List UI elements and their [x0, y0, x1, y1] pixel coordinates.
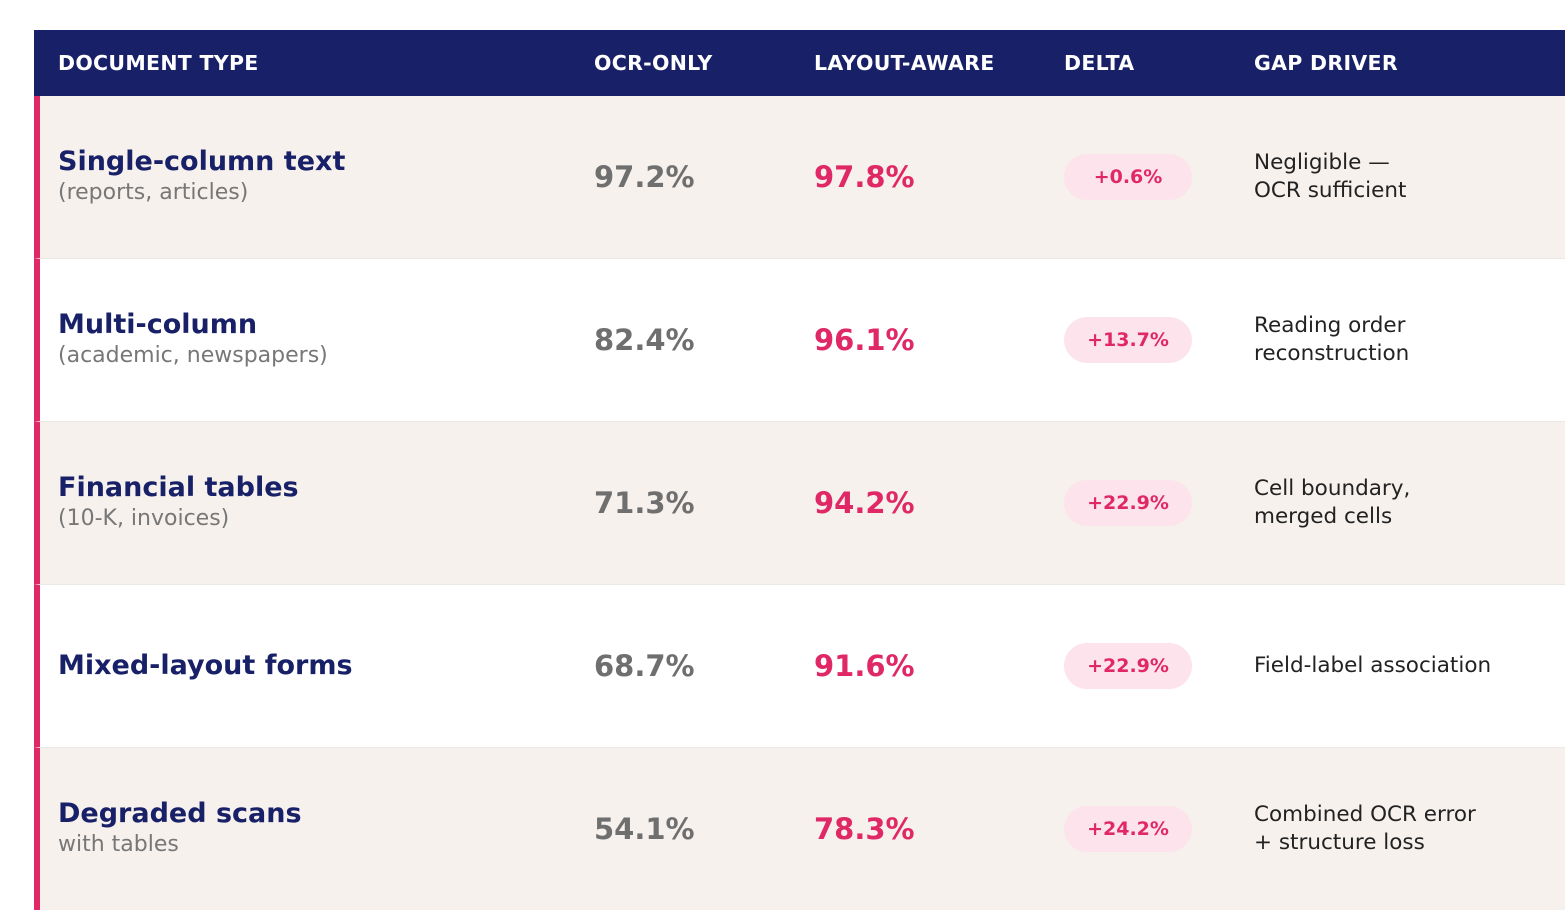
gap-driver-line: merged cells [1254, 504, 1393, 529]
gap-driver-line: Cell boundary, [1254, 476, 1411, 501]
layout-aware-value: 91.6% [814, 649, 915, 683]
layout-aware-value: 96.1% [814, 323, 915, 357]
document-type-cell: Multi-column (academic, newspapers) [58, 309, 328, 371]
ocr-only-value: 97.2% [594, 160, 695, 194]
table-row: Multi-column (academic, newspapers) 82.4… [34, 259, 1565, 422]
document-type-title: Mixed-layout forms [58, 650, 353, 681]
delta-badge: +13.7% [1064, 317, 1192, 363]
document-type-title: Multi-column [58, 309, 258, 340]
gap-driver-cell: Negligible — OCR sufficient [1254, 149, 1554, 205]
delta-badge: +22.9% [1064, 643, 1192, 689]
delta-badge: +0.6% [1064, 154, 1192, 200]
document-type-subtitle: with tables [58, 832, 179, 857]
gap-driver-cell: Combined OCR error + structure loss [1254, 801, 1554, 857]
header-ocr-only: OCR-ONLY [594, 51, 713, 75]
table-row: Single-column text (reports, articles) 9… [34, 96, 1565, 259]
gap-driver-line: + structure loss [1254, 830, 1425, 855]
ocr-only-value: 68.7% [594, 649, 695, 683]
gap-driver-line: Negligible — [1254, 150, 1390, 175]
document-type-cell: Degraded scans with tables [58, 798, 302, 860]
header-document-type: DOCUMENT TYPE [58, 51, 259, 75]
delta-badge: +22.9% [1064, 480, 1192, 526]
gap-driver-line: Combined OCR error [1254, 802, 1476, 827]
document-type-subtitle: (10-K, invoices) [58, 506, 230, 531]
gap-driver-line: reconstruction [1254, 341, 1410, 366]
table-row: Degraded scans with tables 54.1% 78.3% +… [34, 748, 1565, 910]
ocr-only-value: 54.1% [594, 812, 695, 846]
table-header: DOCUMENT TYPE OCR-ONLY LAYOUT-AWARE DELT… [34, 30, 1565, 96]
layout-aware-value: 97.8% [814, 160, 915, 194]
layout-aware-value: 94.2% [814, 486, 915, 520]
document-type-title: Financial tables [58, 472, 299, 503]
gap-driver-line: Reading order [1254, 313, 1406, 338]
gap-driver-line: Field-label association [1254, 653, 1492, 678]
header-gap-driver: GAP DRIVER [1254, 51, 1398, 75]
table-row: Financial tables (10-K, invoices) 71.3% … [34, 422, 1565, 585]
ocr-only-value: 71.3% [594, 486, 695, 520]
gap-driver-cell: Field-label association [1254, 652, 1554, 680]
document-type-subtitle: (reports, articles) [58, 180, 249, 205]
document-type-cell: Single-column text (reports, articles) [58, 146, 345, 208]
layout-aware-value: 78.3% [814, 812, 915, 846]
comparison-table: DOCUMENT TYPE OCR-ONLY LAYOUT-AWARE DELT… [34, 30, 1565, 910]
ocr-only-value: 82.4% [594, 323, 695, 357]
gap-driver-cell: Cell boundary, merged cells [1254, 475, 1554, 531]
table-row: Mixed-layout forms 68.7% 91.6% +22.9% Fi… [34, 585, 1565, 748]
document-type-cell: Financial tables (10-K, invoices) [58, 472, 299, 534]
delta-badge: +24.2% [1064, 806, 1192, 852]
header-delta: DELTA [1064, 51, 1135, 75]
gap-driver-cell: Reading order reconstruction [1254, 312, 1554, 368]
document-type-title: Single-column text [58, 146, 346, 177]
document-type-cell: Mixed-layout forms [58, 650, 353, 682]
document-type-title: Degraded scans [58, 798, 302, 829]
document-type-subtitle: (academic, newspapers) [58, 343, 328, 368]
gap-driver-line: OCR sufficient [1254, 178, 1407, 203]
header-layout-aware: LAYOUT-AWARE [814, 51, 995, 75]
